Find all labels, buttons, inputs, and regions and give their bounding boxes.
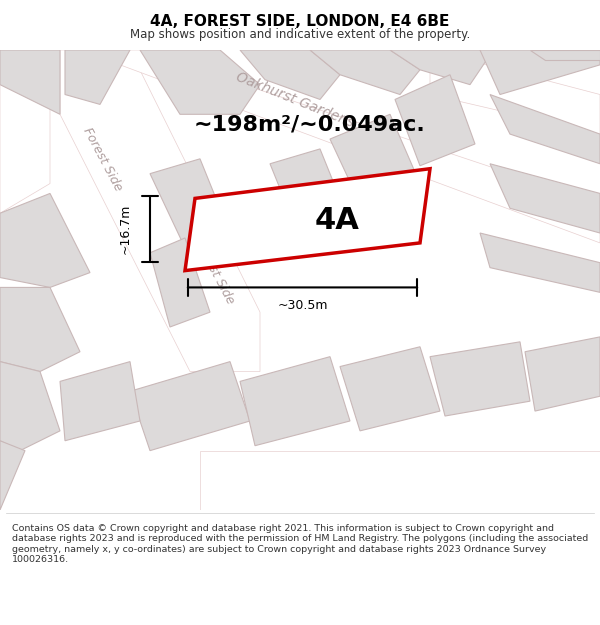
Polygon shape bbox=[200, 451, 600, 510]
Polygon shape bbox=[0, 441, 25, 510]
Polygon shape bbox=[240, 357, 350, 446]
Polygon shape bbox=[525, 337, 600, 411]
Polygon shape bbox=[80, 50, 600, 243]
Polygon shape bbox=[65, 50, 130, 104]
Text: Oakhurst Gardens: Oakhurst Gardens bbox=[234, 69, 356, 129]
Polygon shape bbox=[60, 50, 260, 371]
Polygon shape bbox=[480, 50, 600, 94]
Polygon shape bbox=[390, 50, 490, 84]
Polygon shape bbox=[480, 233, 600, 292]
Polygon shape bbox=[150, 159, 230, 248]
Polygon shape bbox=[0, 362, 60, 451]
Polygon shape bbox=[340, 347, 440, 431]
Polygon shape bbox=[0, 194, 90, 288]
Text: ~30.5m: ~30.5m bbox=[277, 299, 328, 312]
Text: Forest Side: Forest Side bbox=[193, 239, 237, 307]
Polygon shape bbox=[430, 50, 600, 134]
Text: ~198m²/~0.049ac.: ~198m²/~0.049ac. bbox=[194, 114, 426, 134]
Polygon shape bbox=[0, 288, 80, 371]
Text: ~16.7m: ~16.7m bbox=[119, 204, 131, 254]
Polygon shape bbox=[185, 169, 430, 271]
Polygon shape bbox=[150, 238, 210, 327]
Text: Forest Side: Forest Side bbox=[81, 125, 125, 193]
Polygon shape bbox=[130, 362, 250, 451]
Polygon shape bbox=[490, 94, 600, 164]
Polygon shape bbox=[310, 50, 420, 94]
Polygon shape bbox=[395, 75, 475, 166]
Polygon shape bbox=[60, 362, 140, 441]
Polygon shape bbox=[0, 50, 60, 114]
Text: Contains OS data © Crown copyright and database right 2021. This information is : Contains OS data © Crown copyright and d… bbox=[12, 524, 588, 564]
Polygon shape bbox=[0, 50, 50, 213]
Polygon shape bbox=[270, 149, 350, 238]
Polygon shape bbox=[530, 50, 600, 60]
Polygon shape bbox=[430, 342, 530, 416]
Text: 4A: 4A bbox=[315, 206, 360, 234]
Polygon shape bbox=[330, 114, 420, 203]
Text: 4A, FOREST SIDE, LONDON, E4 6BE: 4A, FOREST SIDE, LONDON, E4 6BE bbox=[151, 14, 449, 29]
Polygon shape bbox=[240, 50, 340, 99]
Polygon shape bbox=[490, 164, 600, 233]
Polygon shape bbox=[140, 50, 260, 114]
Text: Map shows position and indicative extent of the property.: Map shows position and indicative extent… bbox=[130, 28, 470, 41]
